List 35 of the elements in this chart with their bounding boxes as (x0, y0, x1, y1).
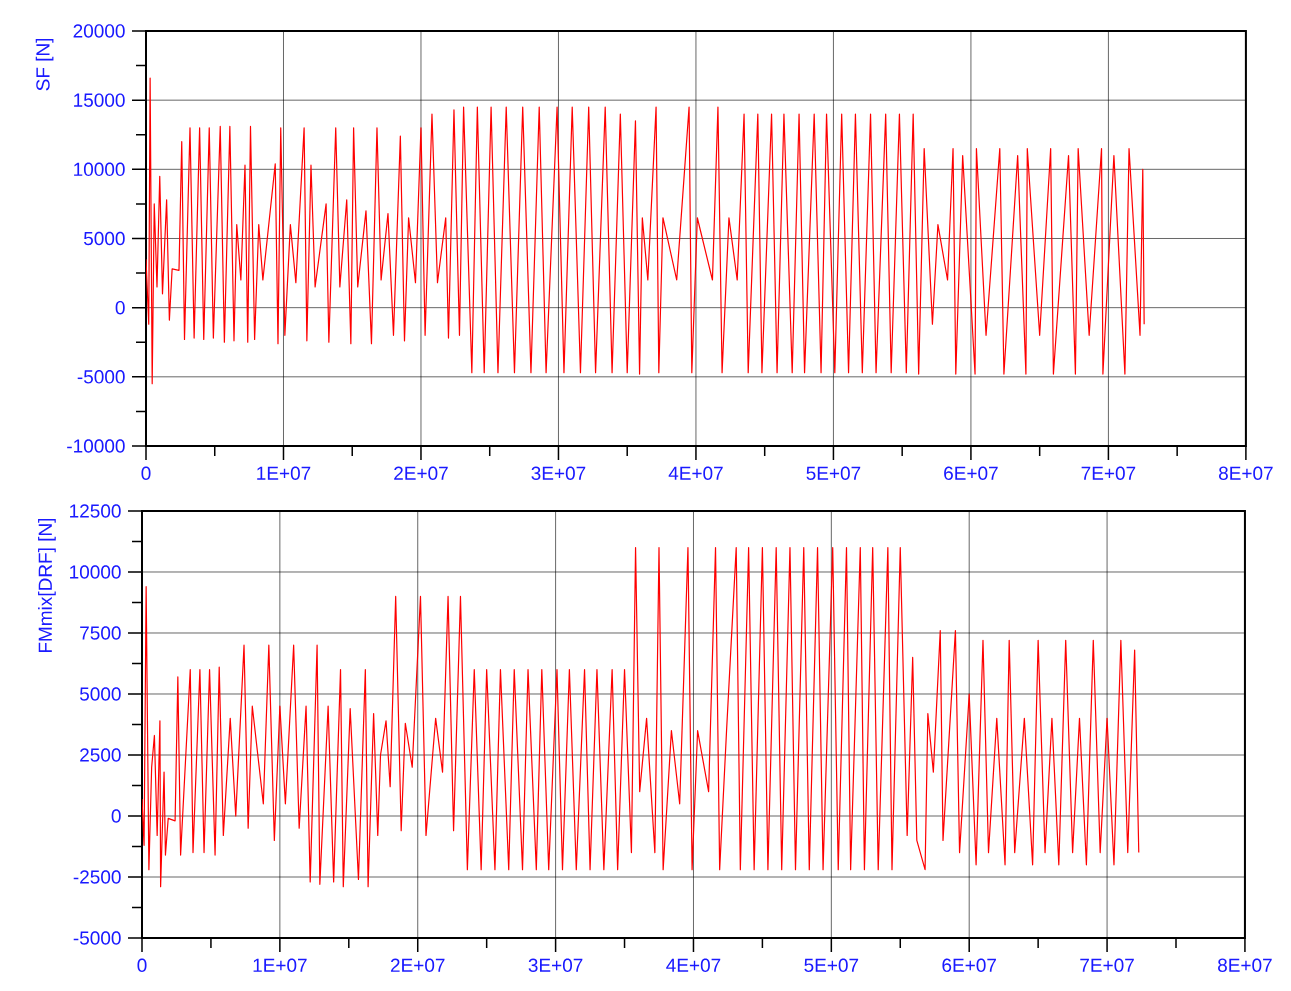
x-tick-label: 7E+07 (1081, 466, 1136, 480)
x-tick-label: 1E+07 (253, 958, 307, 972)
y-tick-label: 5000 (79, 687, 121, 701)
x-tick-label: 8E+07 (1218, 958, 1272, 972)
x-tick-label: 0 (141, 466, 151, 480)
x-tick-label: 5E+07 (806, 466, 861, 480)
y-tick-label: 12500 (70, 504, 121, 518)
y-tick-label: 10000 (70, 565, 121, 579)
y-tick-label: -5000 (77, 370, 125, 384)
y-tick-label: 10000 (74, 162, 125, 177)
y-tick-label: 15000 (74, 93, 125, 107)
y-tick-label: -10000 (67, 439, 125, 453)
x-tick-label: 4E+07 (666, 958, 721, 972)
x-tick-label: 2E+07 (394, 466, 448, 480)
y-tick-label: 7500 (80, 626, 121, 640)
y-tick-label: 2500 (80, 748, 121, 762)
x-tick-label: 4E+07 (668, 466, 723, 480)
y-tick-label: 0 (115, 300, 125, 315)
y-tick-label: -2500 (73, 870, 121, 884)
x-tick-label: 8E+07 (1218, 466, 1273, 480)
x-tick-label: 0 (137, 958, 147, 972)
x-tick-label: 6E+07 (944, 466, 998, 480)
x-tick-label: 7E+07 (1080, 958, 1134, 972)
x-tick-label: 2E+07 (390, 958, 445, 972)
y-tick-label: 0 (111, 809, 121, 823)
x-tick-label: 6E+07 (942, 958, 996, 972)
y-axis-title: FMmix[DRF] [N] (38, 518, 56, 653)
x-tick-label: 5E+07 (804, 958, 859, 972)
y-tick-label: -5000 (73, 931, 121, 945)
y-axis-title: SF [N] (35, 38, 54, 91)
y-tick-label: 5000 (83, 231, 125, 246)
y-tick-label: 20000 (73, 24, 125, 38)
x-tick-label: 1E+07 (257, 466, 311, 480)
x-tick-label: 3E+07 (528, 958, 583, 972)
x-tick-label: 3E+07 (531, 466, 586, 480)
